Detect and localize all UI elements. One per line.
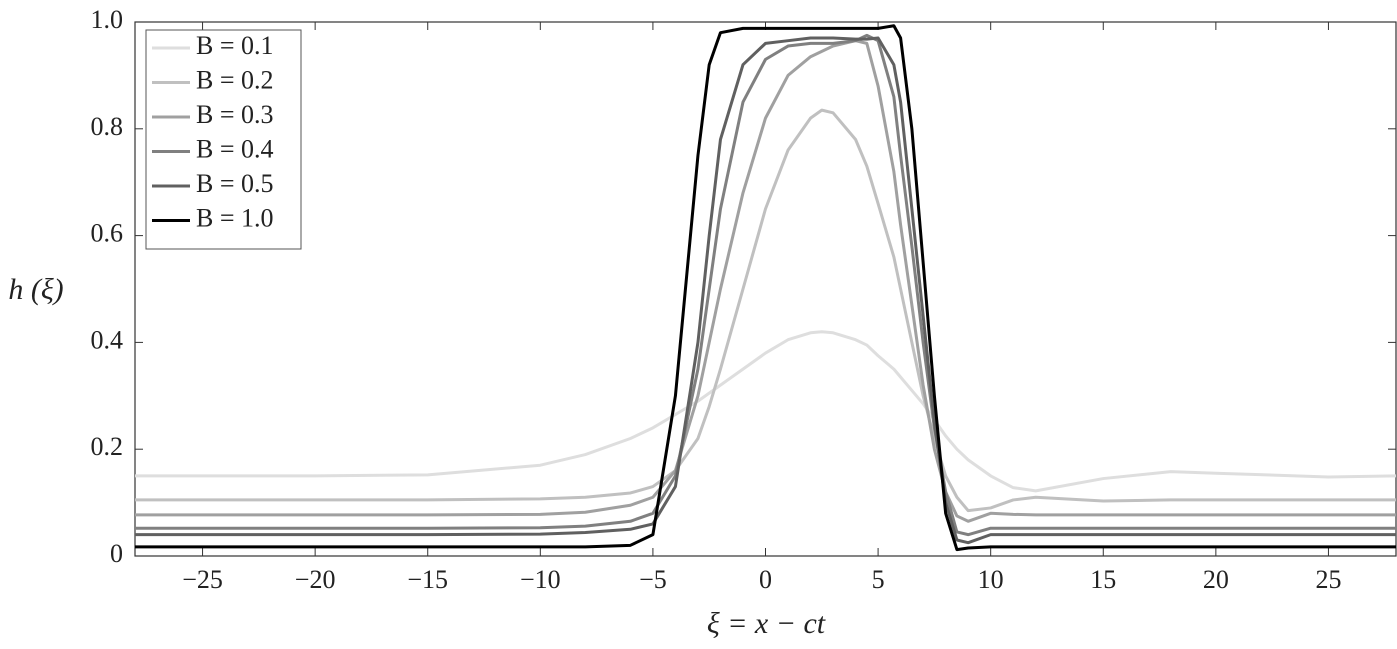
line-series	[135, 330, 1397, 493]
y-tick-label: 0.2	[91, 432, 124, 461]
y-axis-label: h (ξ)	[8, 273, 63, 306]
legend-label: B = 0.3	[196, 100, 274, 129]
y-tick-label: 0.6	[91, 219, 124, 248]
x-tick-label: −15	[407, 565, 448, 594]
line-series	[135, 24, 1396, 552]
y-tick-label: 0.8	[91, 112, 124, 141]
x-tick-label: −20	[295, 565, 336, 594]
legend-label: B = 0.4	[196, 134, 274, 163]
x-tick-label: 5	[872, 565, 885, 594]
legend-label: B = 0.1	[196, 31, 274, 60]
legend-label: B = 0.5	[196, 169, 274, 198]
x-tick-label: −25	[182, 565, 223, 594]
x-tick-label: 20	[1203, 565, 1229, 594]
x-tick-label: 15	[1090, 565, 1116, 594]
line-series	[135, 39, 1396, 523]
legend-box	[145, 29, 302, 250]
x-tick-label: −5	[639, 565, 667, 594]
line-series	[135, 108, 1396, 513]
y-tick-label: 0	[110, 539, 123, 568]
x-axis-label: ξ = x − ct	[707, 607, 826, 640]
x-tick-label: 25	[1315, 565, 1341, 594]
x-tick-label: 0	[759, 565, 772, 594]
y-tick-label: 0.4	[91, 325, 124, 354]
legend-label: B = 0.2	[196, 65, 274, 94]
line-series	[135, 33, 1396, 537]
x-tick-label: 10	[978, 565, 1004, 594]
line-series	[135, 36, 1396, 545]
x-tick-label: −10	[520, 565, 561, 594]
y-tick-label: 1.0	[91, 5, 124, 34]
legend-label: B = 1.0	[196, 203, 274, 232]
